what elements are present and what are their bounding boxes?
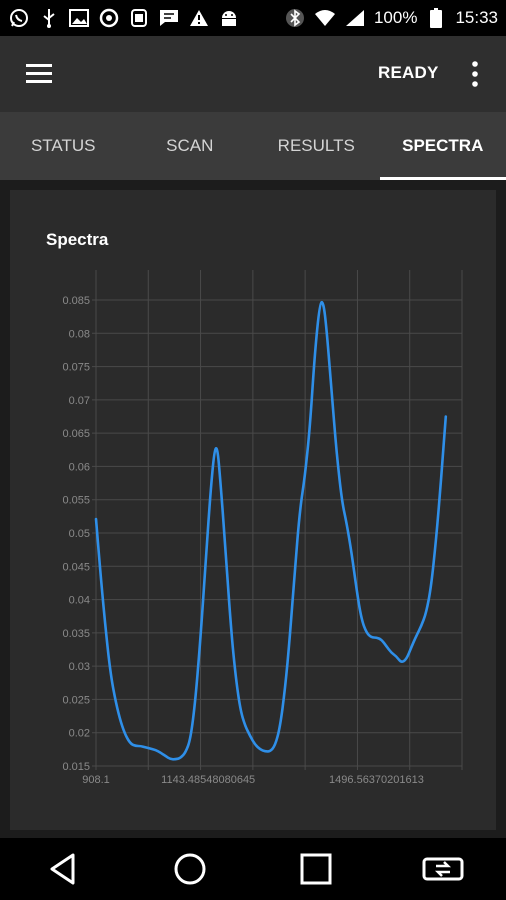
recents-square-icon	[300, 853, 332, 885]
more-vert-icon	[472, 61, 478, 87]
spectra-card: Spectra 0.015 0.02 0.025 0.03 0.035 0.04 0.045…	[10, 190, 496, 830]
connection-status: READY	[378, 63, 439, 82]
y-tick-label: 0.065	[62, 428, 90, 440]
back-triangle-icon	[50, 853, 75, 885]
spectrum-line	[94, 300, 448, 761]
x-tick-label: 908.1	[82, 774, 110, 786]
x-tick-label: 1143.48548080645	[161, 774, 255, 786]
x-axis-ticks: 908.1 1143.48548080645 1496.56370201613	[82, 774, 424, 786]
y-tick-label: 0.085	[62, 295, 90, 307]
tab-bar: STATUS SCAN RESULTS SPECTRA	[0, 112, 506, 180]
back-button[interactable]	[33, 844, 93, 894]
y-tick-label: 0.06	[69, 461, 90, 473]
usb-icon	[38, 7, 60, 29]
y-tick-label: 0.015	[62, 761, 90, 773]
recents-button[interactable]	[286, 844, 346, 894]
sync-icon	[98, 7, 120, 29]
tab-scan[interactable]: SCAN	[166, 136, 214, 155]
hamburger-menu-icon	[26, 64, 52, 83]
y-tick-label: 0.03	[69, 661, 90, 673]
spectra-chart: 0.015 0.02 0.025 0.03 0.035 0.04 0.045 0.05 0.05…	[62, 270, 463, 786]
status-bar: 100% 15:33	[0, 0, 506, 36]
chart-grid	[92, 270, 463, 770]
y-tick-label: 0.04	[69, 595, 90, 607]
message-icon	[158, 7, 180, 29]
app-bar: READY	[0, 36, 506, 112]
status-bar-right: 100% 15:33	[284, 7, 498, 29]
tab-spectra[interactable]: SPECTRA	[379, 112, 506, 180]
y-tick-label: 0.045	[62, 561, 90, 573]
tab-results[interactable]: RESULTS	[277, 136, 355, 155]
screen-rotate-icon	[422, 857, 464, 881]
android-icon	[218, 7, 240, 29]
rotate-button[interactable]	[413, 844, 473, 894]
image-icon	[68, 7, 90, 29]
bluetooth-icon	[284, 7, 306, 29]
wifi-icon	[314, 7, 336, 29]
y-tick-label: 0.055	[62, 495, 90, 507]
tab-status[interactable]: STATUS	[30, 136, 96, 155]
warning-icon	[188, 7, 210, 29]
y-tick-label: 0.035	[62, 628, 90, 640]
whatsapp-icon	[8, 7, 30, 29]
y-tick-label: 0.02	[69, 728, 90, 740]
chart-series	[94, 300, 448, 761]
clock: 15:33	[455, 8, 498, 27]
notification-icon	[128, 7, 150, 29]
home-button[interactable]	[160, 844, 220, 894]
battery-icon	[425, 7, 447, 29]
overflow-menu-button[interactable]	[466, 58, 484, 90]
signal-icon	[344, 7, 366, 29]
home-circle-icon	[174, 853, 206, 885]
y-axis-ticks: 0.015 0.02 0.025 0.03 0.035 0.04 0.045 0.05 0.05…	[62, 295, 90, 773]
battery-percent: 100%	[373, 8, 418, 27]
chart-title: Spectra	[46, 230, 109, 249]
menu-button[interactable]	[22, 60, 56, 88]
y-tick-label: 0.08	[69, 328, 90, 340]
y-tick-label: 0.07	[69, 395, 90, 407]
y-tick-label: 0.025	[62, 694, 90, 706]
x-tick-label: 1496.56370201613	[329, 774, 424, 786]
navigation-bar	[0, 838, 506, 900]
y-tick-label: 0.05	[69, 528, 90, 540]
status-bar-left	[8, 7, 240, 29]
y-tick-label: 0.075	[62, 362, 90, 374]
